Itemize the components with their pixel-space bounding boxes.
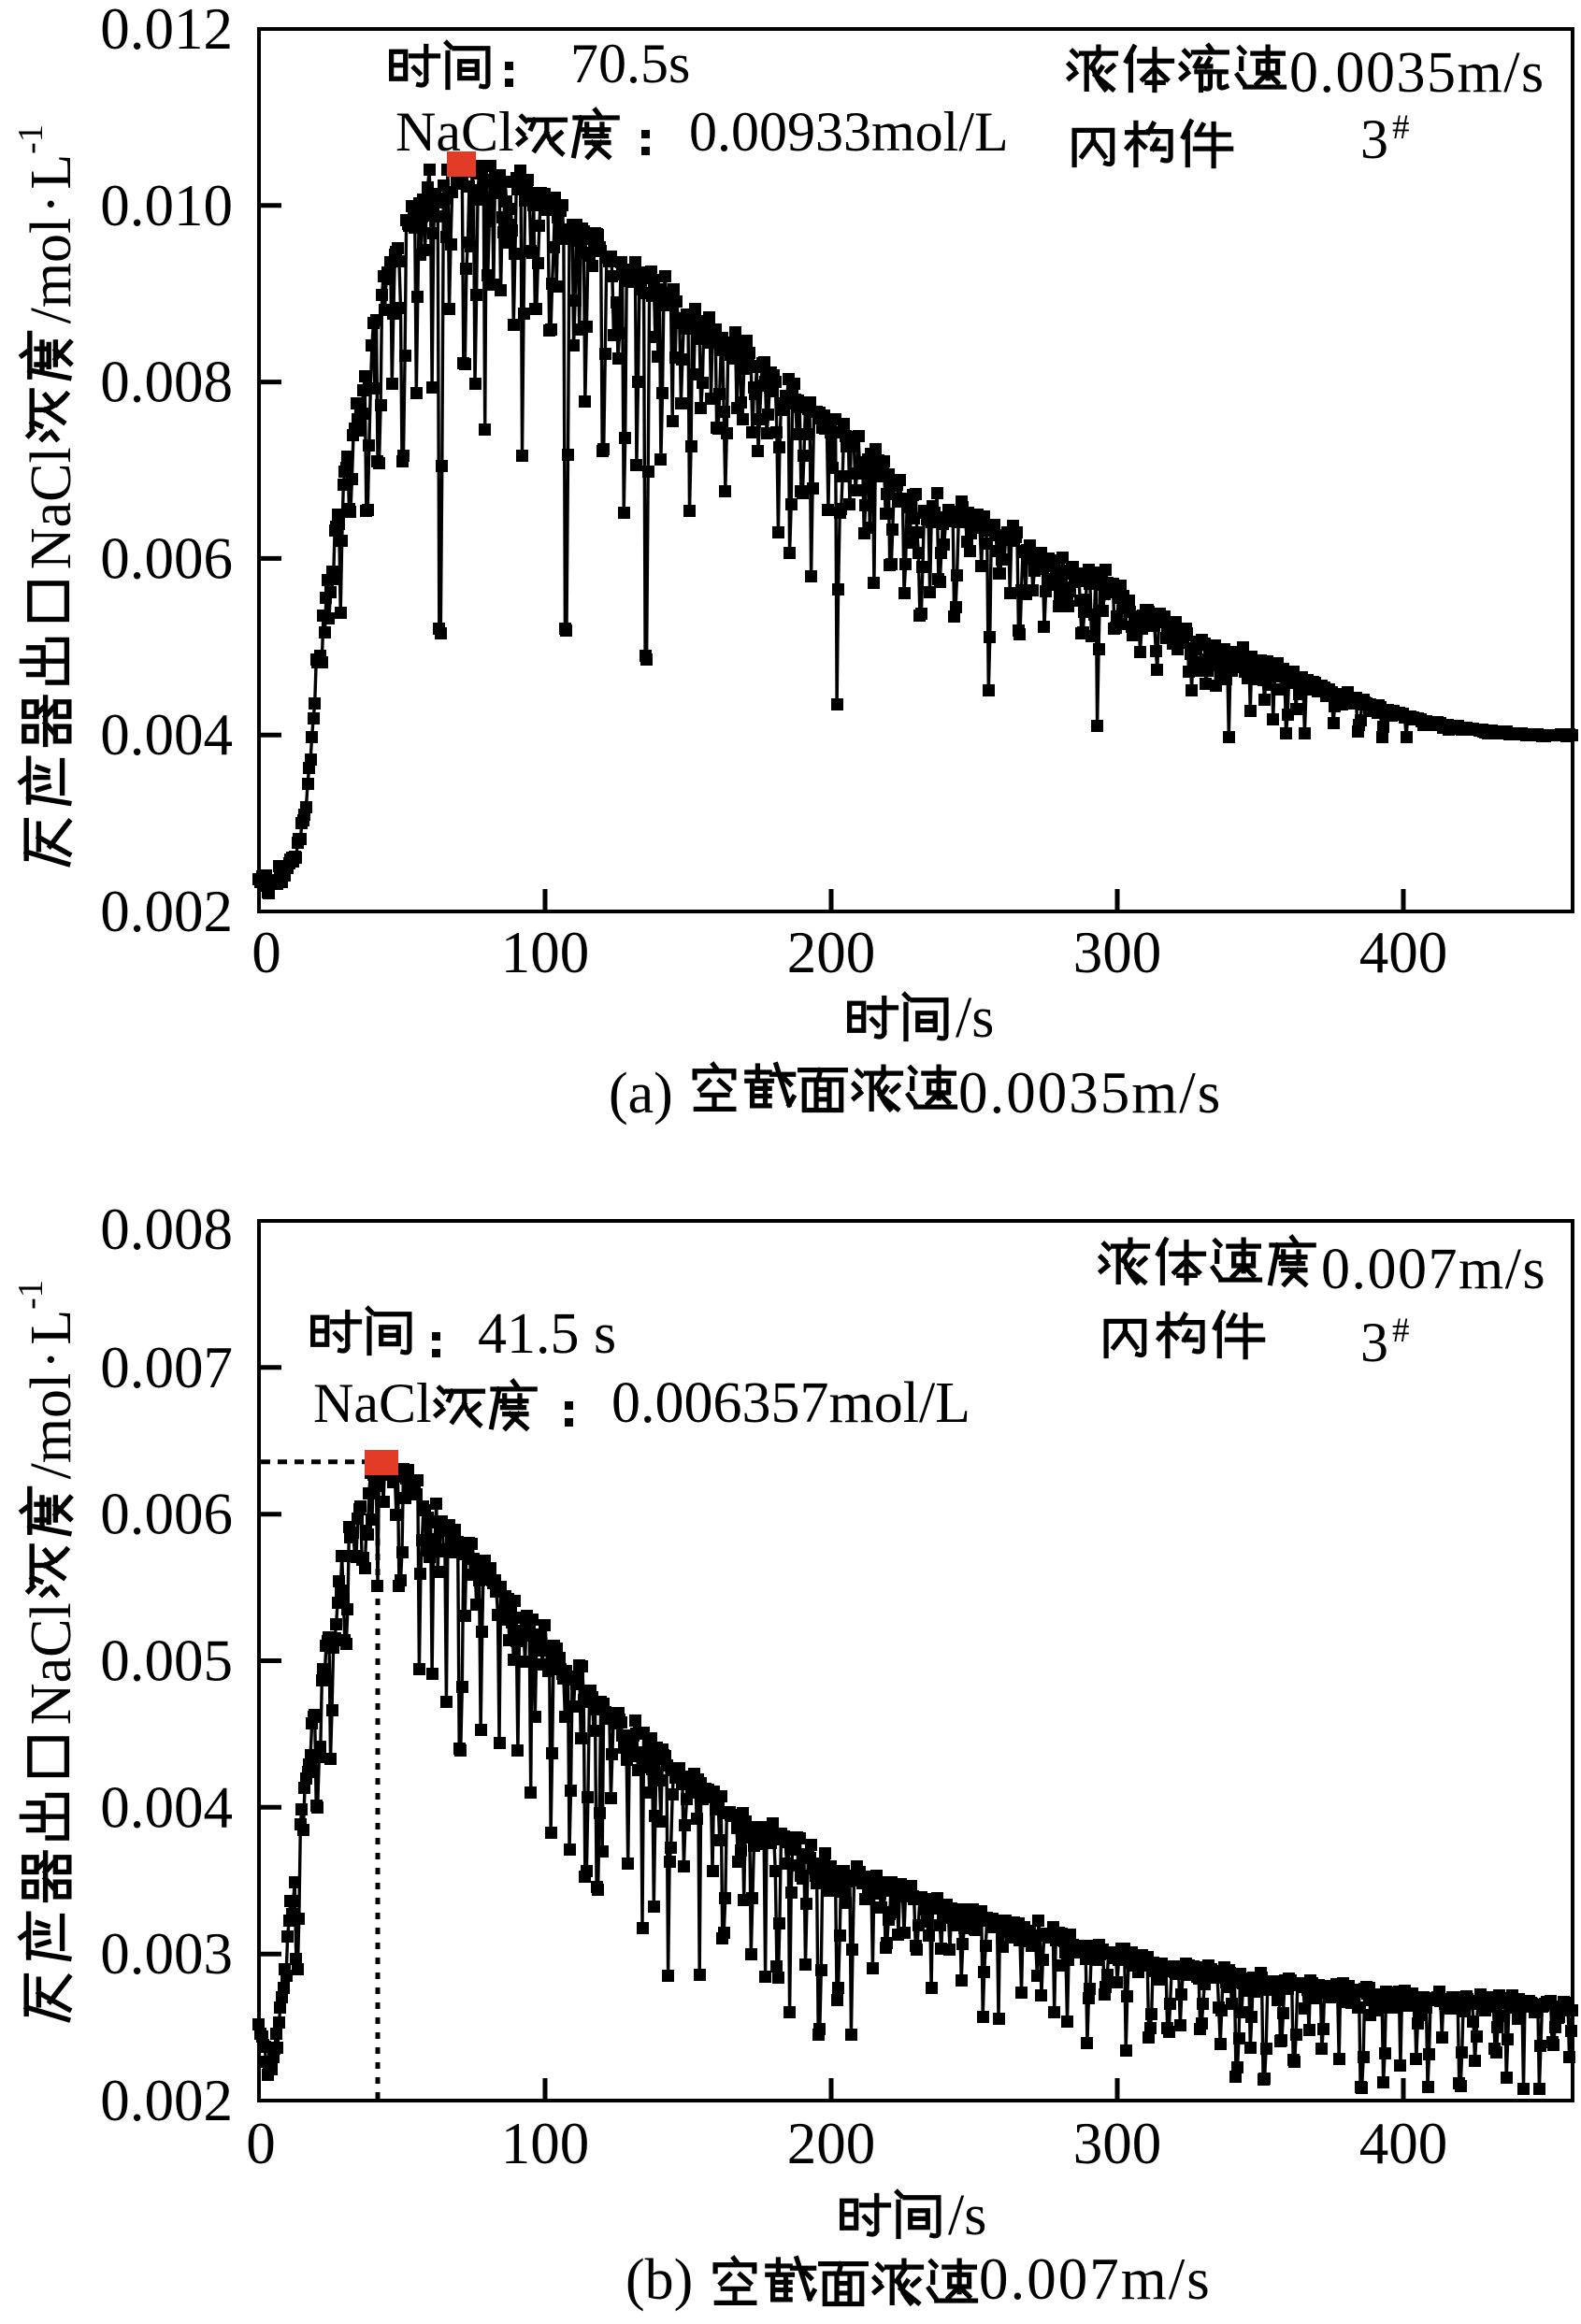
svg-text:0.007m/s: 0.007m/s xyxy=(1321,1238,1546,1301)
svg-text:0.006: 0.006 xyxy=(100,1482,233,1547)
svg-text:-1: -1 xyxy=(11,124,50,154)
svg-text:3: 3 xyxy=(1360,108,1388,170)
svg-text:0.006: 0.006 xyxy=(100,525,233,591)
svg-text:/s: /s xyxy=(948,2184,986,2247)
svg-text:0.004: 0.004 xyxy=(100,702,233,767)
svg-text:0: 0 xyxy=(246,2111,276,2176)
svg-text:0.008: 0.008 xyxy=(100,350,233,415)
svg-text:0.0035m/s: 0.0035m/s xyxy=(1289,41,1545,105)
svg-text:#: # xyxy=(1392,108,1410,147)
svg-text:0.012: 0.012 xyxy=(100,0,233,62)
svg-text:L: L xyxy=(20,154,83,190)
svg-text:41.5 s: 41.5 s xyxy=(478,1302,616,1366)
svg-text:(a): (a) xyxy=(609,1062,673,1126)
svg-text:-1: -1 xyxy=(11,1280,50,1310)
svg-text:/mol: /mol xyxy=(20,218,83,324)
svg-text:0.0035m/s: 0.0035m/s xyxy=(958,1060,1222,1126)
svg-text:0.00933mol/L: 0.00933mol/L xyxy=(689,101,1009,163)
svg-text:400: 400 xyxy=(1359,2111,1448,2176)
svg-text:·: · xyxy=(20,1350,83,1370)
svg-text:0.007m/s: 0.007m/s xyxy=(979,2246,1212,2312)
svg-text:0.003: 0.003 xyxy=(100,1921,233,1987)
svg-text:0.002: 0.002 xyxy=(100,879,233,944)
svg-text:0.010: 0.010 xyxy=(100,173,233,238)
svg-text:0.008: 0.008 xyxy=(100,1197,233,1262)
svg-text:/s: /s xyxy=(956,986,994,1050)
svg-text:0.006357mol/L: 0.006357mol/L xyxy=(611,1371,970,1435)
svg-text:NaCl: NaCl xyxy=(20,447,83,569)
svg-text:0.004: 0.004 xyxy=(100,1774,233,1840)
svg-text:(b): (b) xyxy=(625,2248,693,2312)
svg-text:200: 200 xyxy=(787,920,876,985)
svg-text:NaCl: NaCl xyxy=(313,1372,432,1434)
svg-text:·: · xyxy=(20,194,83,214)
svg-text:NaCl: NaCl xyxy=(20,1602,83,1725)
svg-text:70.5s: 70.5s xyxy=(570,33,690,94)
svg-text:0.007: 0.007 xyxy=(100,1335,233,1400)
svg-text:3: 3 xyxy=(1360,1312,1388,1373)
svg-text:300: 300 xyxy=(1073,920,1162,985)
svg-text:#: # xyxy=(1392,1312,1410,1350)
svg-text:200: 200 xyxy=(787,2111,876,2176)
svg-text:400: 400 xyxy=(1359,920,1448,985)
svg-text:300: 300 xyxy=(1073,2111,1162,2176)
svg-text:0: 0 xyxy=(252,920,281,985)
svg-text:L: L xyxy=(20,1310,83,1345)
svg-text:0.005: 0.005 xyxy=(100,1628,233,1694)
svg-text:100: 100 xyxy=(501,2111,590,2176)
svg-text:0.002: 0.002 xyxy=(100,2068,233,2133)
svg-text:/mol: /mol xyxy=(20,1373,83,1480)
svg-text:100: 100 xyxy=(501,920,590,985)
svg-text:NaCl: NaCl xyxy=(395,101,514,163)
